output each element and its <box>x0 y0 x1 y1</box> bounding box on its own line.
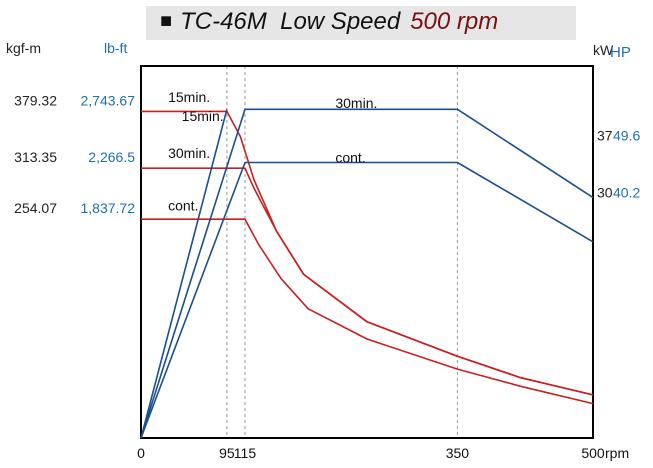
curve-label-4: 30min. <box>335 95 377 111</box>
x-tick-label-350: 350 <box>446 445 470 461</box>
power-line-4 <box>140 108 594 439</box>
title-speed: 500 rpm <box>410 8 499 35</box>
curve-label-1: 15min. <box>182 108 224 124</box>
unit-kgf-m: kgf-m <box>6 40 41 56</box>
torque-tick-lbft-0: 2,743.67 <box>81 92 136 108</box>
curve-label-5: cont. <box>335 149 365 165</box>
plot-frame <box>140 65 594 439</box>
title-square-icon: ■ <box>160 10 173 32</box>
power-tick-hp-0: 49.6 <box>613 127 640 143</box>
x-tick-label-95: 95 <box>219 445 235 461</box>
x-axis-label: rpm <box>605 445 629 461</box>
torque-tick-lbft-1: 2,266.5 <box>88 149 135 165</box>
torque-tick-kgf-1: 313.35 <box>14 149 57 165</box>
power-line-3 <box>140 109 228 439</box>
power-tick-hp-1: 40.2 <box>613 185 640 201</box>
x-tick-label-500: 500 <box>581 445 605 461</box>
unit-hp: HP <box>610 44 631 61</box>
curve-label-3: cont. <box>168 198 198 214</box>
title-background <box>146 6 576 40</box>
power-tick-kw-0: 37 <box>597 127 613 143</box>
curve-label-2: 30min. <box>168 145 210 161</box>
unit-kw: kW <box>593 42 614 58</box>
torque-tick-kgf-0: 379.32 <box>14 92 57 108</box>
title-mode: Low Speed <box>280 8 401 35</box>
unit-lb-ft: lb-ft <box>104 40 128 56</box>
title-model: TC-46M <box>180 8 267 35</box>
torque-line-2 <box>141 218 594 405</box>
torque-line-1 <box>141 167 594 396</box>
curve-label-0: 15min. <box>168 89 210 105</box>
torque-tick-lbft-2: 1,837.72 <box>81 200 136 216</box>
x-tick-label-0: 0 <box>137 445 145 461</box>
power-line-5 <box>140 161 594 439</box>
x-tick-label-115: 115 <box>234 445 257 461</box>
torque-tick-kgf-2: 254.07 <box>14 200 57 216</box>
chart-title: ■ TC-46M Low Speed 500 rpm <box>160 8 498 36</box>
power-tick-kw-1: 30 <box>597 185 613 201</box>
